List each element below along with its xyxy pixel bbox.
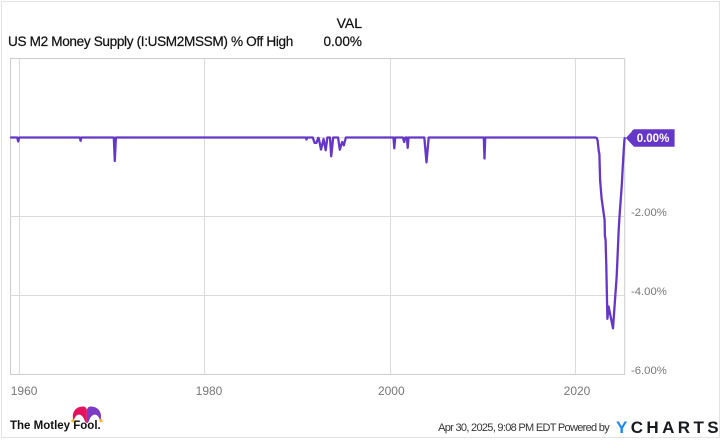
svg-text:0.00%: 0.00% bbox=[637, 133, 670, 145]
